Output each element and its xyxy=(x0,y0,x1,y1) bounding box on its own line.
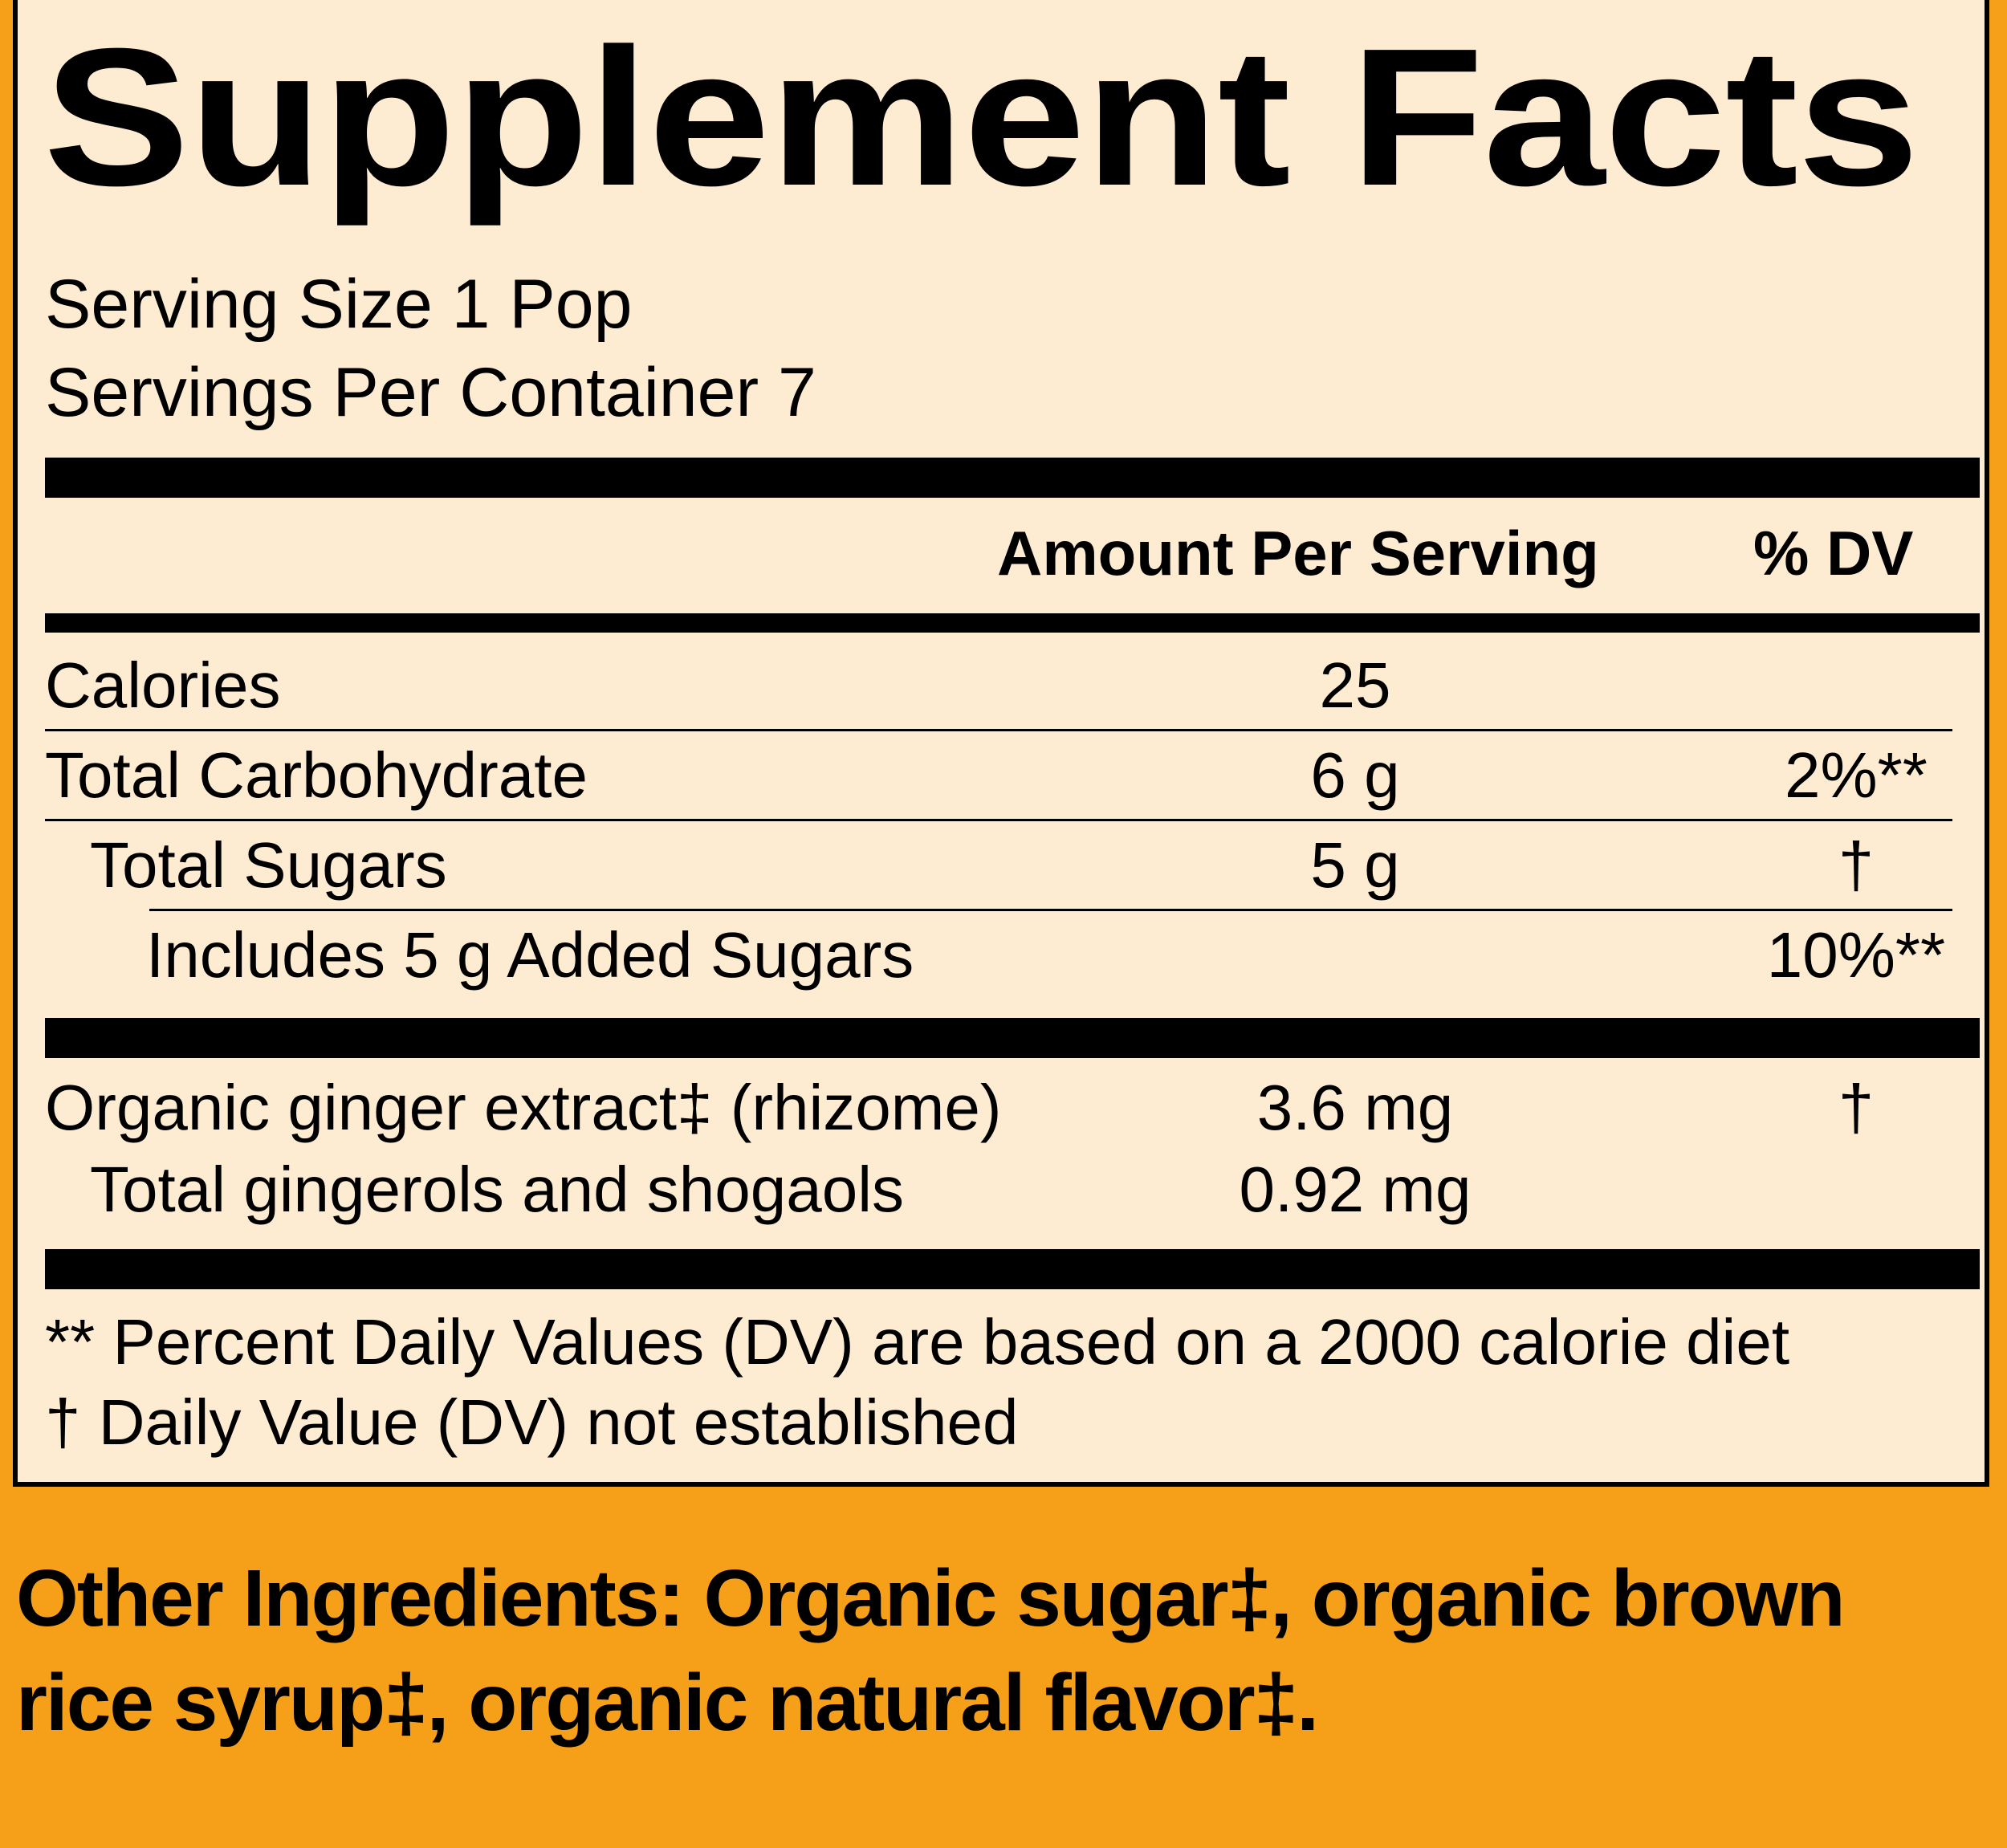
panel-title: Supplement Facts xyxy=(43,7,1919,226)
row-divider xyxy=(45,819,1952,821)
row-amount: 6 g xyxy=(1310,739,1400,811)
ingredient-name: Organic ginger extract‡ (rhizome) xyxy=(45,1072,1002,1143)
ingredient-amount: 0.92 mg xyxy=(1239,1154,1472,1225)
ingredient-amount: 3.6 mg xyxy=(1256,1072,1454,1143)
ingredient-dv: † xyxy=(1838,1072,1875,1143)
row-name: Calories xyxy=(45,649,281,721)
row-name: Total Carbohydrate xyxy=(45,739,588,811)
footnote-dv-not-established: † Daily Value (DV) not established xyxy=(45,1386,1019,1458)
row-divider xyxy=(45,729,1952,731)
thick-divider xyxy=(45,1018,1980,1058)
row-dv: 10%** xyxy=(1766,919,1946,991)
header-dv: % DV xyxy=(1753,518,1914,588)
row-name: Includes 5 g Added Sugars xyxy=(146,919,914,991)
thick-divider xyxy=(45,458,1980,498)
thick-divider xyxy=(45,1249,1980,1289)
row-amount: 25 xyxy=(1319,649,1391,721)
other-ingredients: Other Ingredients: Organic sugar‡, organ… xyxy=(16,1553,1846,1748)
serving-size: Serving Size 1 Pop xyxy=(45,266,633,343)
supplement-facts-panel: Supplement Facts Serving Size 1 Pop Serv… xyxy=(13,0,1989,1487)
row-amount: 5 g xyxy=(1310,829,1400,901)
row-name: Total Sugars xyxy=(90,829,447,901)
header-amount: Amount Per Serving xyxy=(997,518,1599,588)
servings-per-container: Servings Per Container 7 xyxy=(45,354,816,431)
ingredient-name: Total gingerols and shogaols xyxy=(90,1154,905,1225)
medium-divider xyxy=(45,613,1980,633)
row-dv: † xyxy=(1838,829,1875,901)
row-dv: 2%** xyxy=(1785,739,1928,811)
row-divider xyxy=(149,909,1952,911)
footnote-dv-basis: ** Percent Daily Values (DV) are based o… xyxy=(45,1306,1790,1378)
